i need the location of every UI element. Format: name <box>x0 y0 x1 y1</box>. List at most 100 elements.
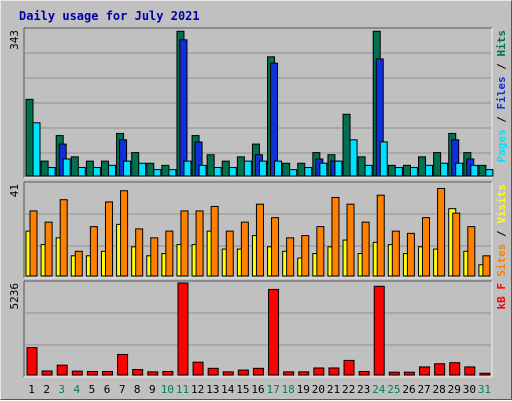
bar-pages-day-10 <box>168 169 177 177</box>
bar-kb-day-13 <box>207 367 219 376</box>
bar-kb-day-24 <box>373 285 385 376</box>
panel-middle: 41 Sites / Visits <box>8 181 508 279</box>
x-tick-label-day-4: 4 <box>74 383 81 396</box>
x-tick-label-day-3: 3 <box>58 383 65 396</box>
bar-files-day-17 <box>270 62 279 177</box>
bar-hits-day-26 <box>402 164 411 177</box>
bar-kb-day-17 <box>268 288 280 376</box>
bar-pages-day-23 <box>364 164 373 177</box>
bar-kb-day-16 <box>252 367 264 376</box>
bar-sites-day-27 <box>422 217 431 277</box>
bar-pages-day-15 <box>243 160 252 177</box>
panel-top-legend: Pages / Files / Hits <box>495 30 508 163</box>
bar-pages-day-27 <box>425 164 434 177</box>
bar-pages-day-22 <box>349 139 358 177</box>
bar-pages-day-2 <box>47 166 56 177</box>
x-tick-label-day-6: 6 <box>104 383 111 396</box>
x-tick-label-day-23: 23 <box>357 383 370 396</box>
legend-label: Sites <box>495 244 508 277</box>
bar-pages-day-5 <box>92 166 101 177</box>
bar-pages-day-28 <box>440 162 449 177</box>
bar-pages-day-3 <box>62 158 71 177</box>
bar-kb-day-1 <box>26 347 38 376</box>
legend-label: Hits <box>495 30 508 57</box>
bar-sites-day-20 <box>316 226 325 277</box>
legend-label: Files <box>495 76 508 109</box>
bar-kb-day-31 <box>479 372 491 376</box>
x-tick-label-day-12: 12 <box>191 383 204 396</box>
bar-hits-day-9 <box>146 162 155 177</box>
bar-hits-day-23 <box>357 156 366 177</box>
bar-sites-day-17 <box>271 217 280 277</box>
bar-kb-day-20 <box>313 367 325 376</box>
bar-sites-day-7 <box>120 190 129 277</box>
bar-pages-day-9 <box>153 169 162 177</box>
x-tick-label-day-1: 1 <box>28 383 35 396</box>
bar-kb-day-7 <box>117 353 129 376</box>
x-tick-label-day-7: 7 <box>119 383 126 396</box>
bar-pages-day-17 <box>274 160 283 177</box>
bar-sites-day-29 <box>452 212 461 277</box>
bar-kb-day-14 <box>222 371 234 376</box>
bar-pages-day-11 <box>183 160 192 177</box>
bar-sites-day-21 <box>331 196 340 277</box>
x-tick-label-day-22: 22 <box>342 383 355 396</box>
panel-top: 343 Pages / Files / Hits <box>8 27 508 179</box>
bar-sites-day-14 <box>225 230 234 277</box>
bar-sites-day-30 <box>467 226 476 277</box>
bar-kb-day-26 <box>403 371 415 376</box>
bar-hits-day-28 <box>433 152 442 177</box>
bar-hits-day-4 <box>70 156 79 177</box>
bar-pages-day-26 <box>409 166 418 177</box>
bar-hits-day-10 <box>161 164 170 177</box>
bar-pages-day-14 <box>228 166 237 177</box>
bar-kb-day-3 <box>56 364 68 376</box>
bar-pages-day-21 <box>334 160 343 177</box>
x-tick-label-day-5: 5 <box>89 383 96 396</box>
bar-pages-day-16 <box>258 160 267 177</box>
x-tick-label-day-27: 27 <box>417 383 430 396</box>
bar-sites-day-28 <box>437 187 446 277</box>
bar-hits-day-1 <box>25 98 34 177</box>
legend-label: Visits <box>495 184 508 224</box>
bar-kb-day-30 <box>464 366 476 376</box>
bar-hits-day-22 <box>342 113 351 177</box>
panel-bottom: 5236 kB F <box>8 280 508 378</box>
bar-sites-day-4 <box>74 250 83 277</box>
bar-kb-day-23 <box>358 370 370 376</box>
legend-label: kB F <box>495 283 508 310</box>
bar-kb-day-19 <box>298 371 310 376</box>
x-tick-label-day-2: 2 <box>43 383 50 396</box>
bar-sites-day-1 <box>29 210 38 277</box>
bar-sites-day-23 <box>361 221 370 277</box>
bar-sites-day-15 <box>240 221 249 277</box>
bar-hits-day-27 <box>418 156 427 177</box>
bar-sites-day-11 <box>180 210 189 277</box>
bar-kb-day-8 <box>132 369 144 376</box>
bar-kb-day-28 <box>434 363 446 376</box>
legend-label: / <box>495 57 508 77</box>
bar-sites-day-9 <box>150 237 159 277</box>
bar-sites-day-8 <box>135 228 144 277</box>
bar-kb-day-5 <box>86 370 98 376</box>
bar-pages-day-1 <box>32 122 41 177</box>
bar-sites-day-24 <box>376 194 385 277</box>
x-tick-label-day-28: 28 <box>433 383 446 396</box>
chart-title: Daily usage for July 2021 <box>19 9 200 23</box>
x-tick-label-day-8: 8 <box>134 383 141 396</box>
bar-hits-day-31 <box>478 164 487 177</box>
bar-hits-day-14 <box>221 160 230 177</box>
bar-hits-day-18 <box>282 162 291 177</box>
bar-pages-day-13 <box>213 166 222 177</box>
bar-pages-day-29 <box>455 162 464 177</box>
x-tick-label-day-13: 13 <box>206 383 219 396</box>
bar-sites-day-19 <box>301 235 310 277</box>
bar-sites-day-16 <box>255 203 264 277</box>
bar-sites-day-13 <box>210 205 219 277</box>
bar-sites-day-5 <box>89 226 98 277</box>
bar-pages-day-19 <box>304 166 313 177</box>
bar-kb-day-9 <box>147 371 159 376</box>
bar-kb-day-11 <box>177 282 189 376</box>
